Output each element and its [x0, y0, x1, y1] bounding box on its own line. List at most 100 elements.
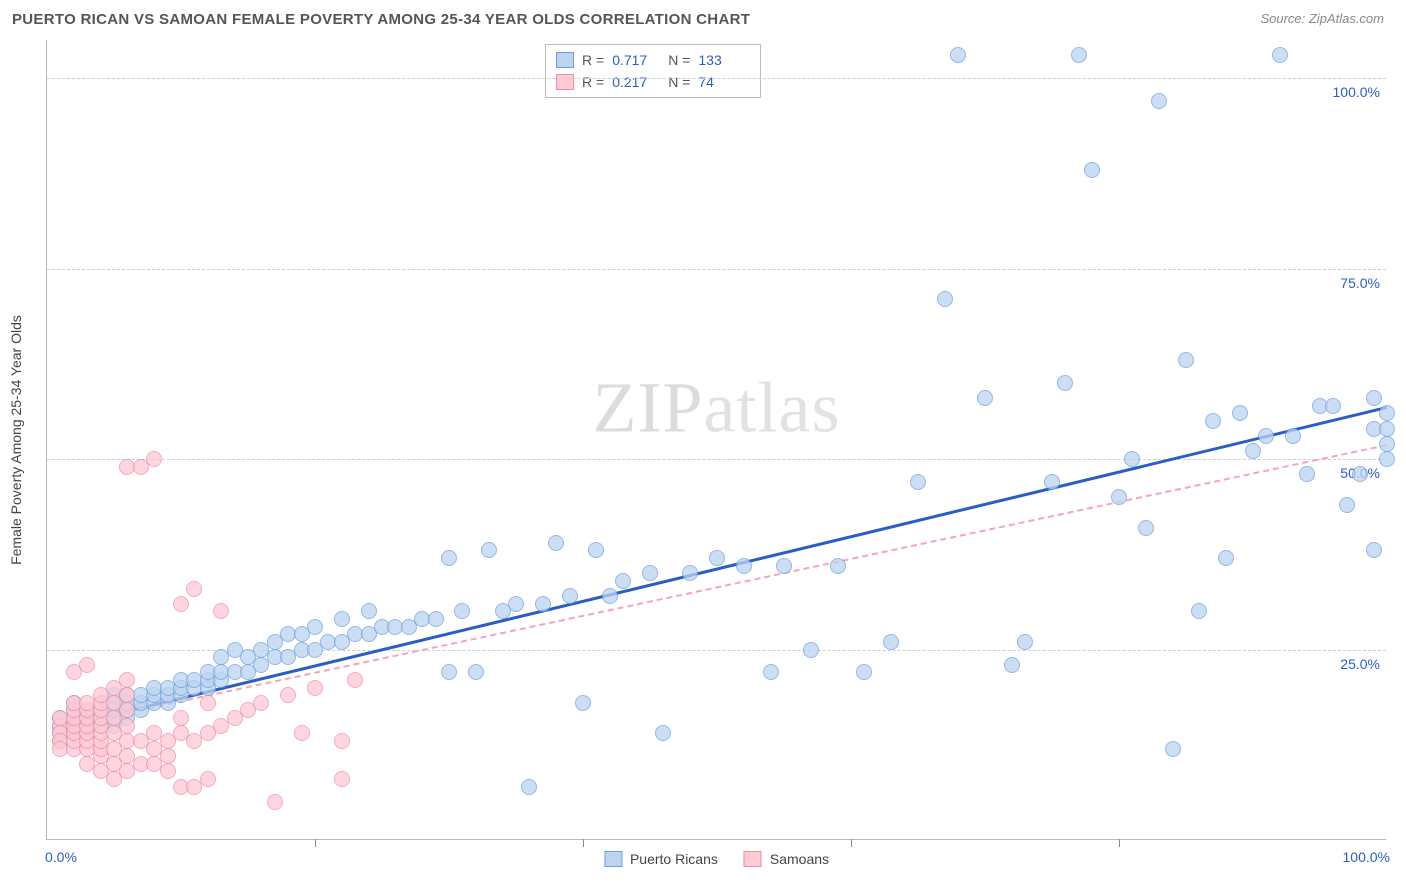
data-point — [173, 596, 189, 612]
data-point — [441, 550, 457, 566]
series-legend: Puerto Ricans Samoans — [604, 851, 829, 867]
data-point — [682, 565, 698, 581]
data-point — [1366, 542, 1382, 558]
data-point — [1004, 657, 1020, 673]
data-point — [655, 725, 671, 741]
data-point — [334, 611, 350, 627]
data-point — [776, 558, 792, 574]
data-point — [468, 664, 484, 680]
x-tick — [1119, 839, 1120, 847]
data-point — [548, 535, 564, 551]
data-point — [1084, 162, 1100, 178]
x-tick — [583, 839, 584, 847]
y-tick-label: 25.0% — [1340, 656, 1380, 672]
data-point — [200, 771, 216, 787]
swatch-bottom-1 — [744, 851, 762, 867]
chart-container: Female Poverty Among 25-34 Year Olds ZIP… — [46, 40, 1386, 840]
data-point — [119, 702, 135, 718]
data-point — [1205, 413, 1221, 429]
data-point — [1325, 398, 1341, 414]
data-point — [1071, 47, 1087, 63]
data-point — [280, 687, 296, 703]
data-point — [1178, 352, 1194, 368]
chart-title: PUERTO RICAN VS SAMOAN FEMALE POVERTY AM… — [12, 11, 750, 28]
data-point — [160, 763, 176, 779]
data-point — [588, 542, 604, 558]
data-point — [119, 718, 135, 734]
x-axis-max-label: 100.0% — [1343, 849, 1390, 865]
source-attribution: Source: ZipAtlas.com — [1260, 10, 1384, 28]
x-tick — [315, 839, 316, 847]
n-value-1: 74 — [698, 71, 746, 93]
data-point — [521, 779, 537, 795]
data-point — [709, 550, 725, 566]
data-point — [1151, 93, 1167, 109]
y-axis-label: Female Poverty Among 25-34 Year Olds — [8, 315, 24, 565]
data-point — [830, 558, 846, 574]
n-label: N = — [668, 49, 690, 71]
n-value-0: 133 — [698, 49, 746, 71]
data-point — [481, 542, 497, 558]
data-point — [856, 664, 872, 680]
data-point — [428, 611, 444, 627]
data-point — [1339, 497, 1355, 513]
data-point — [883, 634, 899, 650]
data-point — [294, 725, 310, 741]
swatch-series-1 — [556, 74, 574, 90]
data-point — [1272, 47, 1288, 63]
plot-area: ZIPatlas R = 0.717 N = 133 R = 0.217 N =… — [46, 40, 1386, 840]
r-label: R = — [582, 71, 604, 93]
data-point — [119, 672, 135, 688]
data-point — [642, 565, 658, 581]
trend-line — [60, 444, 1387, 728]
trend-line — [60, 406, 1387, 729]
data-point — [736, 558, 752, 574]
source-prefix: Source: — [1260, 11, 1308, 26]
watermark: ZIPatlas — [593, 366, 841, 449]
data-point — [334, 733, 350, 749]
data-point — [347, 672, 363, 688]
data-point — [1352, 466, 1368, 482]
data-point — [1299, 466, 1315, 482]
data-point — [173, 710, 189, 726]
data-point — [79, 657, 95, 673]
data-point — [454, 603, 470, 619]
data-point — [910, 474, 926, 490]
data-point — [441, 664, 457, 680]
data-point — [1366, 390, 1382, 406]
r-value-0: 0.717 — [612, 49, 660, 71]
r-value-1: 0.217 — [612, 71, 660, 93]
data-point — [977, 390, 993, 406]
data-point — [950, 47, 966, 63]
y-tick-label: 75.0% — [1340, 275, 1380, 291]
data-point — [361, 603, 377, 619]
data-point — [186, 581, 202, 597]
swatch-series-0 — [556, 52, 574, 68]
data-point — [200, 695, 216, 711]
data-point — [1285, 428, 1301, 444]
gridline-h — [47, 78, 1386, 79]
data-point — [1165, 741, 1181, 757]
watermark-bold: ZIP — [593, 367, 704, 447]
data-point — [1191, 603, 1207, 619]
data-point — [1258, 428, 1274, 444]
data-point — [1232, 405, 1248, 421]
legend-label-1: Samoans — [770, 851, 829, 867]
data-point — [1057, 375, 1073, 391]
r-label: R = — [582, 49, 604, 71]
y-tick-label: 100.0% — [1333, 84, 1380, 100]
data-point — [119, 687, 135, 703]
legend-row-series-1: R = 0.217 N = 74 — [556, 71, 746, 93]
data-point — [803, 642, 819, 658]
data-point — [1379, 405, 1395, 421]
data-point — [213, 603, 229, 619]
legend-item-0: Puerto Ricans — [604, 851, 718, 867]
data-point — [1218, 550, 1234, 566]
data-point — [267, 794, 283, 810]
x-tick — [851, 839, 852, 847]
data-point — [535, 596, 551, 612]
legend-row-series-0: R = 0.717 N = 133 — [556, 49, 746, 71]
data-point — [937, 291, 953, 307]
gridline-h — [47, 269, 1386, 270]
legend-label-0: Puerto Ricans — [630, 851, 718, 867]
